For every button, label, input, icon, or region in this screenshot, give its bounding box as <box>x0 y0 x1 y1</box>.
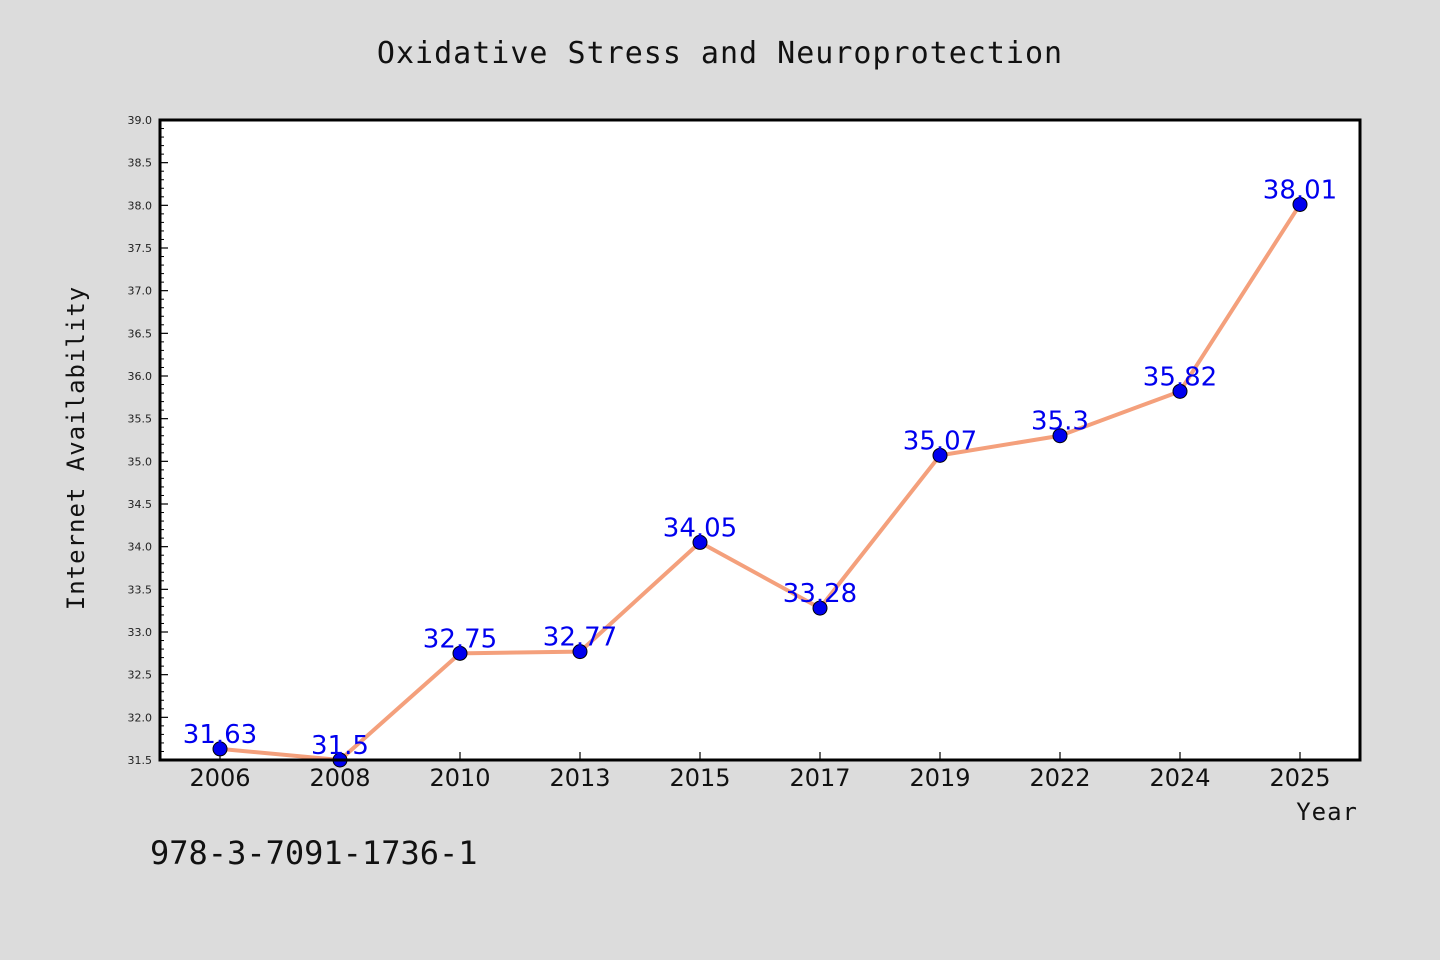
y-tick-label: 36.0 <box>128 370 153 383</box>
y-tick-label: 36.5 <box>128 327 153 340</box>
x-tick-label: 2019 <box>909 764 970 792</box>
data-point <box>1052 428 1068 444</box>
data-label: 35.07 <box>903 426 977 456</box>
x-tick-label: 2006 <box>189 764 250 792</box>
y-tick-label: 35.5 <box>128 413 153 426</box>
y-tick-label: 32.0 <box>128 711 153 724</box>
data-point <box>692 534 708 550</box>
isbn-label: 978-3-7091-1736-1 <box>150 834 478 872</box>
y-tick-label: 33.5 <box>128 583 153 596</box>
data-label: 31.5 <box>311 731 369 761</box>
y-tick-label: 33.0 <box>128 626 153 639</box>
y-tick-label: 38.5 <box>128 157 153 170</box>
y-tick-label: 38.0 <box>128 199 153 212</box>
x-tick-label: 2008 <box>309 764 370 792</box>
data-point <box>1292 196 1308 212</box>
x-axis-label: Year <box>1296 798 1358 826</box>
x-tick-label: 2024 <box>1149 764 1210 792</box>
x-tick-label: 2013 <box>549 764 610 792</box>
data-label: 32.75 <box>423 624 497 654</box>
y-tick-label: 34.0 <box>128 541 153 554</box>
data-point <box>452 645 468 661</box>
data-label: 38.01 <box>1263 175 1337 205</box>
data-label: 33.28 <box>783 579 857 609</box>
data-point <box>572 644 588 660</box>
data-label: 35.82 <box>1143 362 1217 392</box>
y-axis-label: Internet Availability <box>62 286 90 610</box>
data-point <box>812 600 828 616</box>
data-label: 31.63 <box>183 720 257 750</box>
data-label: 35.3 <box>1031 407 1089 437</box>
y-tick-label: 37.0 <box>128 285 153 298</box>
chart-title: Oxidative Stress and Neuroprotection <box>377 36 1063 71</box>
data-point <box>212 741 228 757</box>
plot-area <box>160 120 1360 760</box>
x-axis-ticks: 2006 2008 2010 2013 2015 2017 2019 2022 2024 2025 <box>189 752 1331 792</box>
x-tick-label: 2010 <box>429 764 490 792</box>
x-tick-label: 2022 <box>1029 764 1090 792</box>
data-label: 32.77 <box>543 623 617 653</box>
y-tick-label: 34.5 <box>128 498 153 511</box>
data-label: 34.05 <box>663 513 737 543</box>
x-tick-label: 2025 <box>1269 764 1330 792</box>
data-series: 31.63 31.5 32.75 32.77 34.05 33.28 35.07 35.3 35… <box>183 175 1337 768</box>
series-line <box>218 202 1302 762</box>
y-tick-label: 32.5 <box>128 669 153 682</box>
x-tick-label: 2015 <box>669 764 730 792</box>
y-tick-label: 35.0 <box>128 455 153 468</box>
data-point <box>1172 383 1188 399</box>
plot-frame <box>158 118 1362 762</box>
x-tick-label: 2017 <box>789 764 850 792</box>
y-tick-label: 31.5 <box>128 754 153 767</box>
y-tick-label: 37.5 <box>128 242 153 255</box>
data-point <box>932 447 948 463</box>
y-tick-label: 39.0 <box>128 114 153 127</box>
